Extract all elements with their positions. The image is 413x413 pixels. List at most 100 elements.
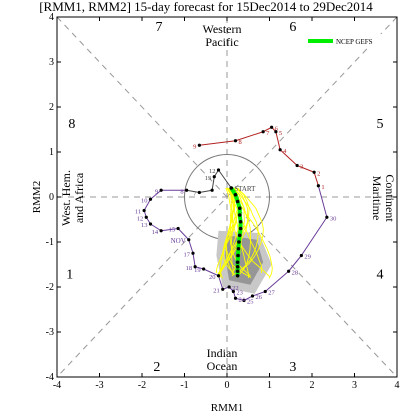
observed-point-label: 22 — [232, 285, 239, 292]
observed-point-label: 17 — [184, 251, 191, 258]
ensemble-mean-point — [229, 186, 234, 190]
ensemble-member-line — [233, 187, 259, 276]
x-tick-label: -1 — [180, 380, 188, 391]
observed-point — [144, 215, 148, 219]
legend-label: NCEP GEFS — [336, 38, 373, 46]
observed-point-label: 25 — [247, 299, 254, 306]
observed-point-label: 3 — [300, 164, 303, 171]
x-tick-label: -2 — [138, 380, 146, 391]
observed-segment — [262, 126, 272, 133]
observed-point — [261, 130, 265, 134]
ensemble-mean-point — [237, 240, 241, 244]
observed-point-label: 26 — [256, 294, 263, 301]
observed-point-label: NOV — [171, 237, 186, 245]
y-tick-label: -2 — [46, 282, 54, 293]
region-right-line2: Continent — [383, 174, 397, 222]
x-tick-label: 3 — [352, 380, 357, 391]
observed-point-label: 4 — [283, 148, 287, 155]
observed-point — [299, 253, 303, 258]
observed-point-label: 8 — [239, 139, 242, 146]
observed-point — [185, 188, 189, 192]
observed-point — [231, 289, 235, 294]
x-tick-label: 4 — [395, 380, 400, 391]
ensemble-mean-point — [236, 246, 241, 251]
observed-segment — [199, 140, 236, 146]
observed-point — [274, 130, 278, 134]
observed-point — [250, 294, 255, 298]
region-bottom-line1: Indian — [207, 346, 238, 360]
ensemble-mean-point — [237, 206, 242, 211]
ensemble-member-line — [225, 187, 252, 278]
x-tick-label: 2 — [310, 380, 315, 391]
ensemble-mean-point — [235, 199, 240, 204]
ensemble-mean-point — [235, 269, 240, 274]
observed-point — [312, 170, 316, 174]
observed-point — [193, 265, 197, 269]
region-top-line2: Pacific — [205, 35, 238, 49]
observed-segment — [275, 131, 281, 150]
observed-point — [263, 289, 267, 294]
observed-trajectory: 9876543213029282726252423222120191817NOV… — [135, 125, 337, 305]
ensemble-mean-point — [235, 273, 240, 278]
observed-segment — [252, 291, 266, 297]
x-tick-label: -3 — [95, 380, 103, 391]
observed-point-label: 14 — [152, 229, 159, 236]
observed-point — [210, 188, 214, 192]
observed-point-label: 7 — [266, 130, 270, 137]
observed-segment — [211, 176, 215, 191]
ensemble-mean-point — [237, 233, 242, 238]
phase-number-3: 3 — [289, 360, 296, 375]
observed-point — [295, 163, 299, 168]
observed-point — [148, 197, 153, 201]
phase-number-8: 8 — [68, 117, 75, 132]
observed-point-label: 21 — [213, 287, 220, 294]
ensemble-member-line — [217, 187, 249, 275]
y-tick-label: 0 — [49, 192, 54, 203]
observed-segment — [264, 270, 289, 292]
observed-point — [159, 229, 163, 233]
observed-segment — [300, 216, 328, 256]
ensemble-mean-point — [238, 226, 243, 231]
observed-point-label: START — [234, 185, 256, 193]
observed-point — [287, 269, 291, 273]
observed-segment — [243, 295, 253, 301]
observed-segment — [218, 275, 224, 290]
observed-point — [227, 285, 231, 289]
observed-point-label: 18 — [186, 265, 193, 272]
x-tick-label: -4 — [53, 380, 61, 391]
observed-point — [216, 274, 221, 278]
region-left-line2: and Africa — [72, 172, 86, 223]
observed-segment — [143, 199, 151, 211]
observed-point — [233, 296, 238, 300]
observed-point — [142, 208, 146, 213]
observed-point — [212, 175, 216, 179]
observed-segment — [192, 253, 196, 267]
ensemble-mean-point — [237, 213, 242, 217]
legend-box — [303, 34, 393, 48]
y-tick-label: -4 — [46, 372, 54, 383]
observed-point-label: 11 — [135, 209, 141, 216]
phase-number-5: 5 — [377, 117, 384, 132]
y-tick-label: 2 — [49, 102, 54, 113]
phase-grid — [56, 16, 398, 378]
observed-segment — [317, 185, 328, 218]
observed-segment — [235, 131, 264, 142]
ensemble-mean-trajectory — [229, 186, 243, 278]
x-tick-label: 0 — [225, 380, 230, 391]
observed-segment — [288, 255, 302, 272]
y-axis-label: RMM2 — [31, 181, 43, 213]
region-right-line1: Maritime — [370, 176, 384, 221]
observed-point-label: 5 — [279, 130, 282, 137]
phase-number-7: 7 — [156, 20, 163, 35]
observed-point-label: 27 — [268, 290, 275, 297]
observed-point-label: 9 — [193, 143, 196, 150]
observed-point — [233, 139, 238, 143]
observed-point-label: 24 — [239, 296, 246, 303]
ensemble-mean-point — [238, 219, 243, 224]
observed-point — [197, 143, 201, 147]
observed-point-label: 13 — [205, 175, 212, 182]
phase-number-1: 1 — [66, 268, 73, 283]
observed-point — [176, 226, 180, 231]
